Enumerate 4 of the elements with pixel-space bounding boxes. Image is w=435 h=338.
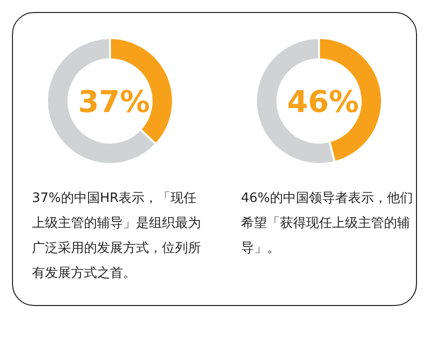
text: 46%的中国领导者表示，他们希望「获得现任上级主管的辅导」。 [241,190,414,258]
data-label: 46% [287,85,359,120]
data-label: 37% [78,85,150,120]
text: 37%的中国HR表示，「现任上级主管的辅导」是组织最为广泛采用的发展方式，位列所有发展方式之首。 [32,190,202,283]
